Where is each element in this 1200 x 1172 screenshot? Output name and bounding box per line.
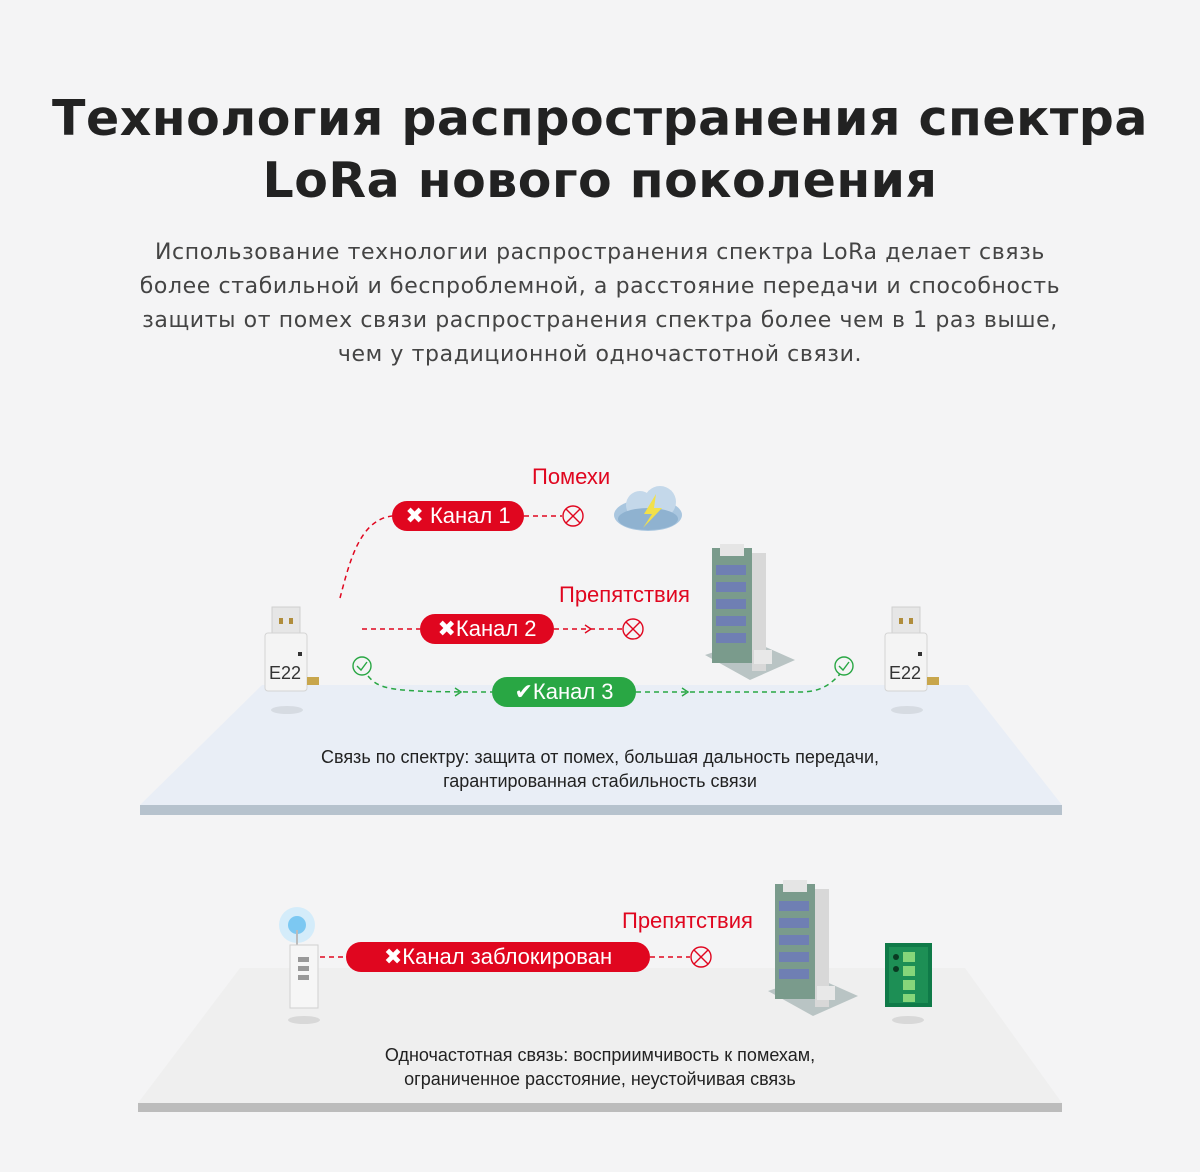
interference-label: Помехи [532, 464, 611, 489]
platform-spread-edge [140, 805, 1062, 815]
platform-spread [140, 685, 1062, 805]
arrow-icon [681, 687, 690, 697]
obstacle-label: Препятствия [622, 908, 753, 933]
channel2-badge: ✖Канал 2 [420, 614, 554, 644]
caption-line-1: Связь по спектру: защита от помех, больш… [320, 747, 880, 767]
title-line-2: LoRa нового поколения [262, 152, 938, 209]
channel1-badge: ✖ Канал 1 [392, 501, 524, 531]
e22-usb-device-left [264, 606, 319, 714]
channel2-label: Канал 2 [455, 616, 537, 641]
storm-cloud-icon [614, 486, 682, 531]
blocked-channel-badge: ✖Канал заблокирован [346, 942, 650, 972]
device-left-label: E22 [269, 663, 302, 683]
channel3-path [367, 673, 841, 693]
channel3-label: Канал 3 [532, 679, 614, 704]
title-line-1: Технология распространения спектра [52, 90, 1148, 147]
channel3-badge: ✔Канал 3 [492, 677, 636, 707]
cross-icon: ✖ [405, 503, 424, 528]
page-title: Технология распространения спектра LoRa … [0, 88, 1200, 212]
channel1-path [339, 515, 393, 599]
obstacle-label: Препятствия [559, 582, 690, 607]
blocked-icon [622, 618, 644, 640]
caption-line-2: ограниченное расстояние, неустойчивая св… [404, 1069, 796, 1089]
receiver-board-icon [885, 943, 932, 1024]
caption-line-2: гарантированная стабильность связи [443, 771, 757, 791]
check-circle-icon [352, 656, 854, 676]
blocked-icon [562, 505, 584, 527]
blocked-icon [690, 946, 712, 968]
spread-spectrum-caption: Связь по спектру: защита от помех, больш… [200, 745, 1000, 793]
cross-icon: ✖ [437, 616, 456, 641]
platform-single-edge [138, 1103, 1062, 1112]
arrow-icon [584, 624, 593, 634]
building-icon [705, 544, 795, 680]
caption-line-1: Одночастотная связь: восприимчивость к п… [384, 1045, 816, 1065]
device-right-label: E22 [889, 663, 922, 683]
check-icon: ✔ [514, 679, 533, 704]
page-subtitle: Использование технологии распространения… [139, 240, 1061, 367]
single-frequency-transmitter [279, 907, 320, 1024]
channel1-label: Канал 1 [429, 503, 511, 528]
e22-usb-device-right [884, 606, 939, 714]
cross-icon: ✖ [383, 944, 403, 969]
building-icon [768, 880, 858, 1016]
single-frequency-caption: Одночастотная связь: восприимчивость к п… [200, 1043, 1000, 1091]
arrow-icon [454, 687, 463, 697]
blocked-channel-label: Канал заблокирован [402, 944, 613, 969]
